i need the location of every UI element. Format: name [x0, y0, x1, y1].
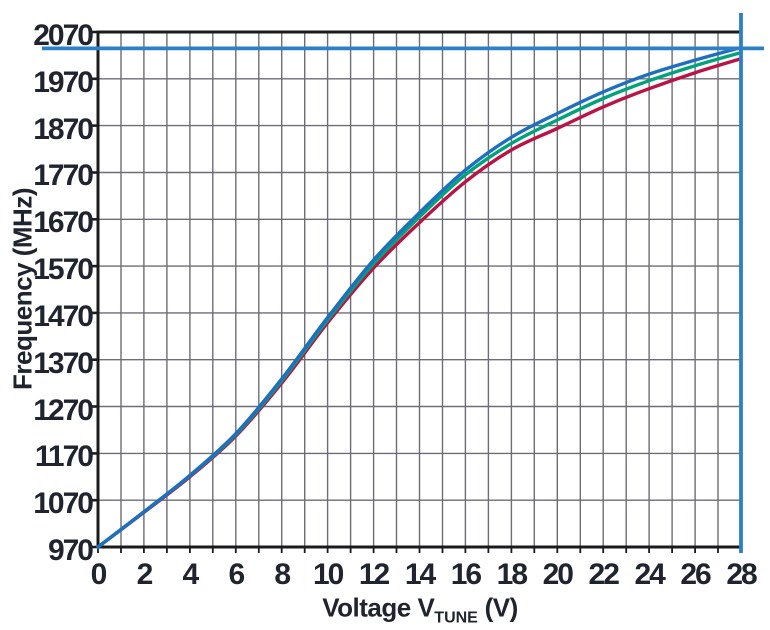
x-axis-title-subscript: TUNE — [434, 609, 478, 627]
x-tick-label: 24 — [634, 558, 665, 591]
y-tick-label: 2070 — [33, 19, 94, 52]
y-tick-label: 1670 — [33, 206, 94, 240]
x-axis-title: Voltage VTUNE (V) — [322, 592, 519, 627]
y-tick-label: 1170 — [34, 440, 94, 474]
y-tick-label: 1370 — [33, 346, 94, 380]
x-tick-label: 2 — [136, 558, 154, 591]
x-tick-label: 6 — [228, 558, 245, 591]
x-tick-label: 26 — [680, 558, 711, 591]
x-tick-label: 4 — [182, 558, 200, 591]
x-axis-title-prefix: Voltage V — [322, 592, 435, 623]
y-tick-label: 1070 — [33, 487, 94, 521]
y-tick-label: 1470 — [33, 299, 94, 333]
upper-curve-blue — [96, 45, 743, 549]
x-tick-label: 28 — [726, 558, 757, 591]
x-tick-label: 10 — [312, 558, 344, 591]
y-tick-label: 1570 — [33, 253, 94, 287]
y-tick-label: 1770 — [33, 159, 94, 193]
x-tick-label: 14 — [404, 558, 436, 591]
y-tick-label: 970 — [47, 534, 94, 567]
y-tick-label: 1870 — [33, 112, 94, 146]
y-tick-label: 1270 — [33, 393, 94, 427]
x-tick-label: 18 — [496, 558, 528, 591]
x-tick-label: 0 — [90, 558, 108, 591]
x-axis-title-suffix: (V) — [477, 592, 519, 623]
y-tick-label: 1970 — [33, 65, 94, 99]
x-tick-label: 12 — [358, 558, 390, 591]
x-tick-label: 16 — [450, 558, 482, 591]
x-tick-label: 20 — [542, 558, 574, 591]
x-tick-label: 8 — [274, 558, 291, 591]
x-tick-label: 22 — [588, 558, 620, 591]
y-axis-title: Frequency (MHz) — [7, 188, 38, 390]
